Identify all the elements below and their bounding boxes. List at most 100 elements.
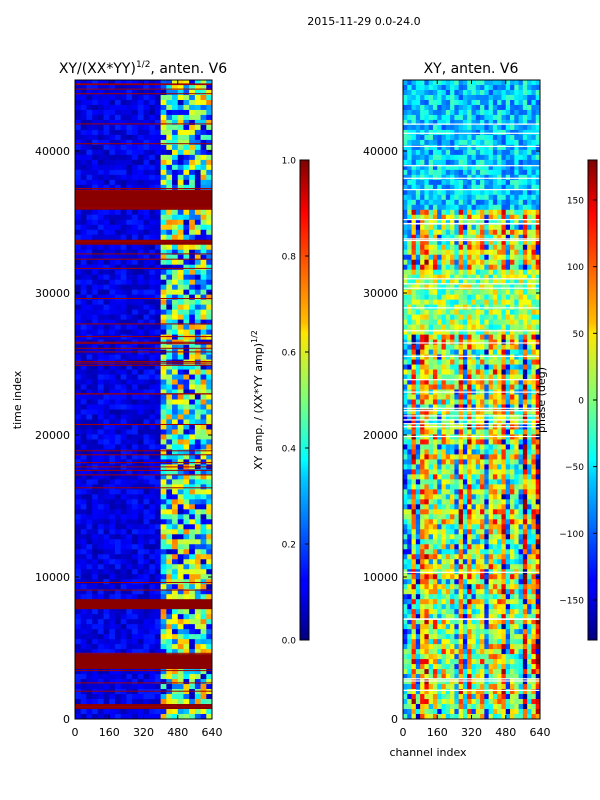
- amplitude-heatmap-cell: [149, 344, 156, 350]
- phase-heatmap-cell: [475, 224, 481, 231]
- phase-heatmap-cell: [428, 259, 434, 266]
- amplitude-heatmap-cell: [97, 469, 104, 475]
- amplitude-heatmap-cell: [200, 224, 207, 231]
- amplitude-heatmap-cell: [200, 209, 207, 216]
- amplitude-heatmap-cell: [137, 209, 144, 216]
- phase-heatmap-cell: [407, 139, 412, 146]
- phase-heatmap-cell: [437, 284, 442, 291]
- phase-heatmap-cell: [510, 309, 515, 316]
- amplitude-heatmap-cell: [114, 144, 122, 151]
- phase-heatmap-cell: [407, 214, 412, 221]
- phase-heatmap-cell: [454, 194, 460, 201]
- phase-heatmap-cell: [514, 349, 519, 355]
- amplitude-heatmap-cell: [126, 244, 133, 251]
- phase-heatmap-cell: [420, 159, 425, 166]
- phase-heatmap-cell: [475, 204, 481, 211]
- amplitude-heatmap-cell: [86, 219, 93, 226]
- amplitude-heatmap-cell: [166, 269, 173, 276]
- amplitude-heatmap-cell: [166, 374, 173, 380]
- phase-heatmap-cell: [501, 249, 507, 256]
- phase-heatmap-cell: [497, 299, 502, 306]
- amplitude-heatmap-cell: [92, 699, 99, 705]
- phase-heatmap-cell: [415, 214, 421, 221]
- amplitude-heatmap-cell: [97, 639, 104, 645]
- phase-heatmap-cell: [505, 219, 511, 226]
- phase-heatmap-cell: [458, 339, 464, 345]
- phase-heatmap-cell: [497, 119, 502, 126]
- amplitude-heatmap-cell: [143, 114, 150, 121]
- amplitude-heatmap-cell: [177, 89, 184, 96]
- amplitude-heatmap-cell: [172, 409, 179, 415]
- amplitude-heatmap-cell: [86, 144, 93, 151]
- phase-heatmap-cell: [492, 99, 498, 106]
- amplitude-heatmap-cell: [183, 189, 190, 196]
- amplitude-heatmap-cell: [194, 454, 201, 460]
- phase-heatmap-cell: [450, 174, 455, 181]
- amplitude-heatmap-cell: [132, 219, 139, 226]
- amplitude-heatmap-cell: [172, 579, 179, 585]
- amplitude-heatmap-cell: [86, 264, 93, 271]
- phase-heatmap-cell: [505, 344, 511, 350]
- phase-heatmap-cell: [471, 184, 477, 191]
- amplitude-heatmap-cell: [149, 594, 156, 600]
- phase-heatmap-cell: [492, 314, 498, 321]
- amplitude-heatmap-cell: [97, 164, 104, 171]
- amplitude-heatmap-cell: [132, 564, 139, 570]
- amplitude-heatmap-cell: [194, 304, 201, 311]
- amplitude-heatmap-cell: [86, 224, 93, 231]
- amplitude-heatmap-cell: [114, 159, 122, 166]
- phase-heatmap-cell: [501, 94, 507, 101]
- phase-heatmap-cell: [445, 204, 451, 211]
- phase-heatmap-cell: [501, 154, 507, 161]
- phase-heatmap-cell: [458, 194, 464, 201]
- amplitude-heatmap-cell: [132, 499, 139, 505]
- amplitude-heatmap-cell: [183, 389, 190, 395]
- amplitude-heatmap-cell: [97, 619, 104, 625]
- amplitude-heatmap-cell: [206, 289, 213, 296]
- phase-heatmap-cell: [432, 164, 438, 171]
- phase-heatmap-cell: [505, 244, 511, 251]
- phase-heatmap-cell: [522, 284, 528, 291]
- phase-heatmap-cell: [441, 99, 447, 106]
- amplitude-heatmap-cell: [160, 299, 167, 306]
- amplitude-heatmap-cell: [160, 594, 167, 600]
- amplitude-heatmap-cell: [160, 449, 167, 455]
- amplitude-heatmap-cell: [200, 539, 207, 545]
- amplitude-heatmap-cell: [200, 364, 207, 370]
- phase-heatmap-cell: [475, 134, 481, 141]
- amplitude-heatmap-cell: [177, 624, 184, 630]
- amplitude-heatmap-cell: [166, 239, 173, 246]
- amplitude-heatmap-cell: [166, 219, 173, 226]
- phase-heatmap-cell: [471, 119, 477, 126]
- amplitude-heatmap-cell: [177, 474, 184, 480]
- amplitude-heatmap-cell: [149, 109, 156, 116]
- amplitude-heatmap-cell: [109, 594, 116, 600]
- amplitude-heatmap-cell: [166, 654, 173, 660]
- phase-heatmap-cell: [467, 259, 472, 266]
- phase-heatmap-cell: [505, 299, 511, 306]
- amplitude-heatmap-cell: [75, 634, 82, 640]
- amplitude-heatmap-cell: [132, 194, 139, 201]
- amplitude-heatmap-cell: [75, 424, 82, 430]
- phase-heatmap-cell: [437, 249, 442, 256]
- amplitude-heatmap-cell: [206, 189, 213, 196]
- amplitude-heatmap-cell: [80, 699, 87, 705]
- phase-heatmap-cell: [403, 214, 408, 221]
- phase-heatmap-cell: [531, 354, 537, 360]
- phase-heatmap-cell: [531, 264, 537, 271]
- phase-heatmap-cell: [420, 229, 425, 236]
- phase-heatmap-cell: [522, 119, 528, 126]
- amplitude-heatmap-cell: [166, 519, 173, 525]
- phase-heatmap-cell: [458, 284, 464, 291]
- amplitude-heatmap-cell: [86, 239, 93, 246]
- amplitude-heatmap-cell: [97, 424, 104, 430]
- amplitude-heatmap-cell: [154, 544, 162, 550]
- amplitude-heatmap-cell: [143, 454, 150, 460]
- amplitude-heatmap-cell: [126, 329, 133, 335]
- amplitude-colorbar-tick-label: 0.8: [282, 253, 297, 263]
- phase-heatmap-cell: [458, 359, 464, 365]
- phase-heatmap-cell: [497, 269, 502, 276]
- phase-heatmap-cell: [514, 294, 519, 301]
- amplitude-heatmap-cell: [126, 564, 133, 570]
- phase-heatmap-cell: [531, 219, 537, 226]
